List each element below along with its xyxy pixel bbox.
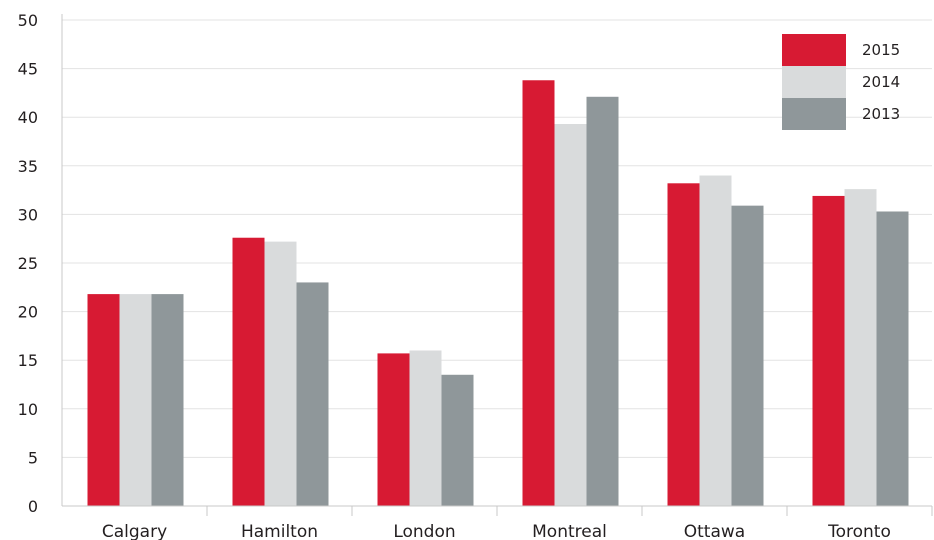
y-tick-label: 40 xyxy=(18,108,38,127)
bar-hamilton-2015 xyxy=(232,237,265,506)
y-tick-label: 35 xyxy=(18,157,38,176)
bar-calgary-2015 xyxy=(87,294,120,506)
y-tick-label: 25 xyxy=(18,254,38,273)
y-axis: 0 5 10 15 20 25 30 35 40 45 50 xyxy=(18,11,63,516)
x-tick-label: Hamilton xyxy=(241,522,318,540)
bar-calgary-2013 xyxy=(151,294,184,506)
bar-toronto-2014 xyxy=(844,189,877,507)
bar-toronto-2015 xyxy=(812,195,845,506)
x-tick-label: Ottawa xyxy=(684,522,745,540)
bar-ottawa-2013 xyxy=(731,205,764,507)
x-axis: Calgary Hamilton London Montreal Ottawa Toron… xyxy=(62,505,933,540)
x-tick-label: Montreal xyxy=(532,522,607,540)
legend-label: 2015 xyxy=(862,41,900,59)
y-tick-label: 50 xyxy=(18,11,38,30)
legend-swatch-2015 xyxy=(782,34,846,66)
bar-montreal-2015 xyxy=(522,80,555,506)
y-tick-label: 15 xyxy=(18,351,38,370)
y-tick-label: 30 xyxy=(18,205,38,224)
x-tick-label: Toronto xyxy=(827,522,891,540)
bar-toronto-2013 xyxy=(876,211,909,506)
legend-swatch-2014 xyxy=(782,66,846,98)
gridlines xyxy=(62,19,932,458)
x-tick-label: London xyxy=(393,522,455,540)
bars xyxy=(87,80,909,507)
bar-hamilton-2013 xyxy=(296,282,329,506)
legend: 2015 2014 2013 xyxy=(782,34,900,130)
y-tick-label: 20 xyxy=(18,303,38,322)
legend-swatch-2013 xyxy=(782,98,846,130)
legend-label: 2013 xyxy=(862,105,900,123)
bar-calgary-2014 xyxy=(119,294,152,506)
y-tick-label: 5 xyxy=(28,448,38,467)
bar-london-2013 xyxy=(441,374,474,506)
y-tick-label: 10 xyxy=(18,400,38,419)
y-tick-label: 45 xyxy=(18,60,38,79)
bar-london-2014 xyxy=(409,350,442,506)
bar-montreal-2014 xyxy=(554,124,587,506)
bar-ottawa-2014 xyxy=(699,175,732,506)
bar-hamilton-2014 xyxy=(264,241,297,506)
bar-ottawa-2015 xyxy=(667,183,700,506)
bar-montreal-2013 xyxy=(586,96,619,507)
x-tick-label: Calgary xyxy=(102,522,167,540)
legend-label: 2014 xyxy=(862,73,900,91)
y-tick-label: 0 xyxy=(28,497,38,516)
bar-london-2015 xyxy=(377,353,410,506)
